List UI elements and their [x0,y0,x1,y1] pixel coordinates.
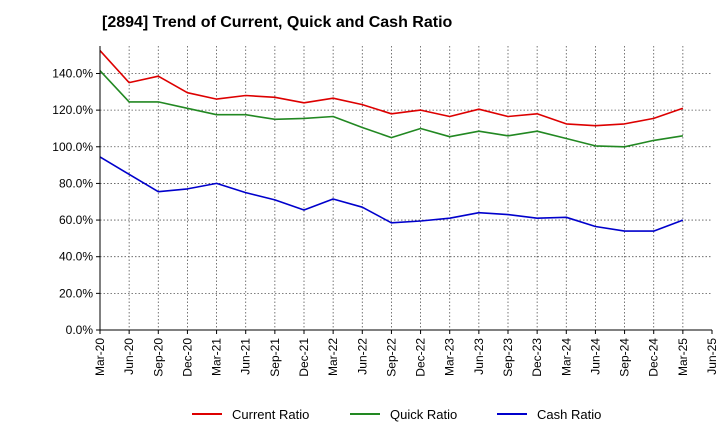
y-tick-label: 140.0% [52,66,93,80]
x-tick-label: Sep-24 [618,338,632,377]
y-tick-label: 60.0% [59,213,93,227]
plot-background [100,46,712,330]
y-tick-label: 20.0% [59,286,93,300]
x-tick-label: Dec-21 [297,338,311,377]
series-line-current-ratio [99,50,684,127]
y-tick-label: 40.0% [59,250,93,264]
x-tick-label: Mar-25 [676,338,690,376]
x-tick-label: Jun-24 [588,338,602,375]
series-line-quick-ratio [99,70,684,148]
y-tick-label: 0.0% [66,323,94,337]
x-tick-label: Jun-21 [239,338,253,375]
y-axis-ticks: 0.0% 20.0% 40.0% 60.0% 80.0% 100.0% 120.0% 140.… [52,66,100,337]
legend-label: Cash Ratio [537,407,601,422]
x-tick-label: Dec-23 [530,338,544,377]
y-tick-label: 120.0% [52,103,93,117]
x-tick-label: Dec-24 [647,338,661,377]
x-tick-label: Jun-25 [705,338,719,375]
x-tick-label: Sep-23 [501,338,515,377]
y-tick-label: 100.0% [52,140,93,154]
x-tick-label: Jun-23 [472,338,486,375]
x-tick-label: Mar-23 [443,338,457,376]
x-axis-ticks: Mar-20 Jun-20 Sep-20 Dec-20 Mar-21 Jun-21 Sep-… [93,330,719,377]
x-tick-label: Mar-20 [93,338,107,376]
legend: Current Ratio Quick Ratio Cash Ratio [192,407,601,422]
chart-title: [2894] Trend of Current, Quick and Cash … [102,14,453,31]
x-tick-label: Sep-22 [384,338,398,377]
legend-label: Quick Ratio [390,407,457,422]
x-tick-label: Mar-22 [326,338,340,376]
x-tick-label: Mar-21 [210,338,224,376]
x-tick-label: Jun-22 [355,338,369,375]
y-tick-label: 80.0% [59,176,93,190]
x-tick-label: Mar-24 [559,338,573,376]
x-tick-label: Sep-21 [268,338,282,377]
series-line-cash-ratio [99,156,684,232]
series-lines [99,50,684,232]
legend-label: Current Ratio [232,407,309,422]
grid-lines [100,46,712,330]
x-tick-label: Jun-20 [122,338,136,375]
x-tick-label: Sep-20 [151,338,165,377]
x-tick-label: Dec-20 [180,338,194,377]
x-tick-label: Dec-22 [414,338,428,377]
